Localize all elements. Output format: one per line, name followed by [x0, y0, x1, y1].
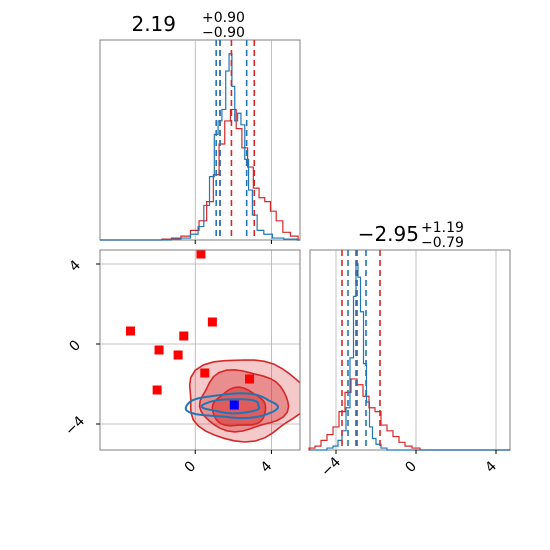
scatter-marker [200, 368, 210, 378]
scatter-marker [179, 331, 189, 341]
scatter-marker [207, 317, 217, 327]
joint-panel-frame [99, 249, 301, 451]
scatter-marker [154, 345, 164, 355]
joint-y-tick-label: 4 [66, 257, 84, 275]
scatter-marker [245, 374, 255, 384]
param1-title-value: 2.19 [131, 12, 176, 36]
contour-blue [184, 392, 279, 420]
param1-title-plus: +0.90 [202, 10, 245, 26]
scatter-marker [125, 326, 135, 336]
param2-x-tick-label: −4 [318, 454, 344, 480]
joint-y-tick-label: −4 [62, 413, 88, 439]
joint-scatter-panel: 0 4 −4 0 4 [62, 249, 301, 476]
truth-marker [229, 400, 239, 410]
joint-panel-background [100, 250, 300, 450]
scatter-marker [196, 250, 206, 259]
param2-x-tick-label: 4 [482, 458, 500, 476]
param2-title: −2.95 +1.19 −0.79 [358, 220, 464, 251]
param2-histogram-frame [309, 249, 511, 451]
param2-histogram-red [308, 378, 510, 451]
param2-histogram-blue [310, 263, 510, 451]
param1-title: 2.19 +0.90 −0.90 [131, 10, 244, 41]
joint-x-tick-label: 0 [182, 458, 200, 476]
param2-title-plus: +1.19 [421, 220, 464, 236]
param2-title-minus: −0.79 [421, 235, 464, 251]
scatter-marker [152, 385, 162, 395]
contour-blue [200, 398, 261, 415]
param1-title-minus: −0.90 [202, 25, 245, 41]
param1-histogram-frame [99, 39, 301, 241]
param2-x-tick-label: 0 [402, 458, 420, 476]
joint-y-tick-label: 0 [66, 337, 84, 355]
param2-title-value: −2.95 [358, 222, 419, 246]
param2-histogram-panel: −4 0 4 [308, 249, 511, 480]
param1-histogram-panel [99, 39, 301, 244]
scatter-marker [173, 350, 183, 360]
joint-x-tick-label: 4 [258, 458, 276, 476]
